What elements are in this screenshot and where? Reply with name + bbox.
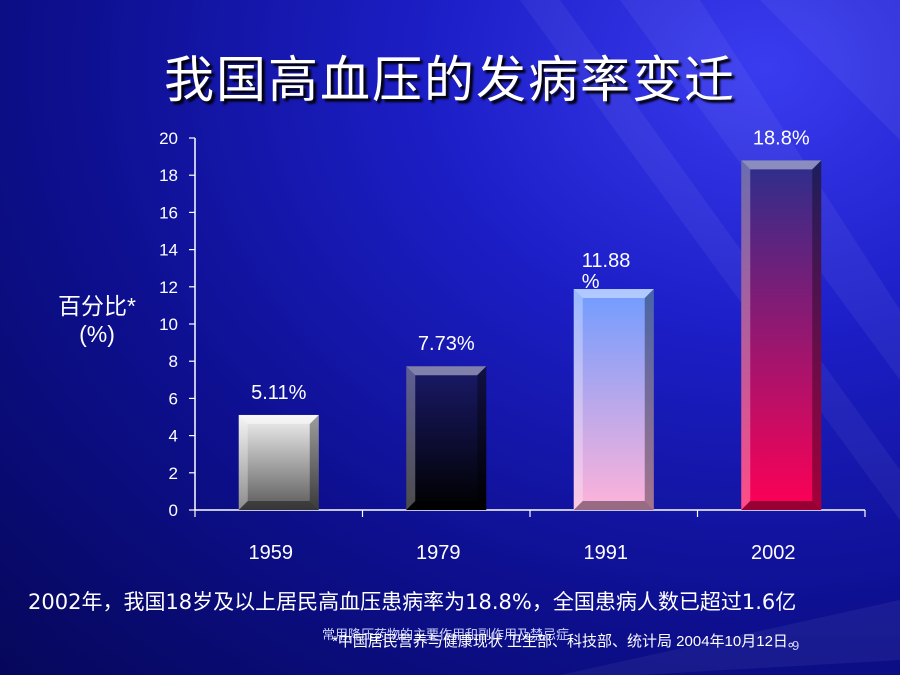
bar-1959	[238, 414, 319, 510]
bar-face	[406, 366, 487, 510]
y-tick-label: 16	[159, 203, 178, 222]
footer-overlay-text: 常用降压药物的主要作用和副作用及禁忌症	[322, 627, 570, 642]
x-category-label-1991: 1991	[584, 542, 629, 564]
y-tick-label: 4	[169, 427, 178, 446]
x-category-label-1959: 1959	[249, 542, 294, 564]
bar-face	[238, 414, 319, 510]
y-axis-label: 百分比* (%)	[52, 292, 142, 348]
bar-bevel-right	[644, 289, 654, 510]
x-category-label-1979: 1979	[416, 542, 461, 564]
slide-number: 9	[792, 638, 800, 653]
bar-bevel-bottom	[406, 501, 487, 510]
y-tick-label: 12	[159, 278, 178, 297]
bar-2002	[741, 160, 822, 510]
bar-1979	[406, 366, 487, 510]
bar-bevel-right	[812, 160, 822, 510]
bar-bevel-bottom	[238, 501, 319, 510]
bar-bevel-bottom	[573, 501, 654, 510]
bar-bevel-top	[741, 160, 822, 170]
y-tick-label: 6	[169, 389, 178, 408]
bar-bevel-top	[406, 366, 487, 376]
data-label-2002: 18.8%	[753, 127, 810, 149]
footer-source: *中国居民营养与健康现状 卫生部、科技部、统计局 2004年10月12日。	[332, 633, 803, 650]
y-tick-label: 14	[159, 241, 178, 260]
data-label-1959: 5.11%	[251, 382, 306, 404]
y-tick-label: 0	[169, 501, 178, 520]
y-tick-label: 8	[169, 352, 178, 371]
bar-bevel-left	[238, 414, 248, 510]
bar-face	[741, 160, 822, 510]
bar-bevel-right	[309, 414, 319, 510]
y-tick-label: 10	[159, 315, 178, 334]
x-category-label-2002: 2002	[751, 542, 796, 564]
data-label-1991: 11.88	[582, 250, 631, 272]
bar-bevel-top	[573, 289, 654, 299]
bar-bevel-left	[406, 366, 416, 510]
y-axis-label-line1: 百分比*	[58, 293, 136, 319]
slide-title: 我国高血压的发病率变迁	[164, 51, 736, 109]
bar-bevel-top	[238, 414, 319, 424]
bar-bevel-left	[741, 160, 751, 510]
bar-bevel-right	[477, 366, 487, 510]
caption-text: 2002年，我国18岁及以上居民高血压患病率为18.8%，全国患病人数已超过1.…	[28, 590, 797, 614]
data-label-1979: 7.73%	[418, 333, 475, 355]
y-axis-label-line2: (%)	[79, 321, 115, 347]
bar-1991	[573, 289, 654, 510]
y-tick-label: 18	[159, 166, 178, 185]
data-label-1991-unit: %	[582, 271, 600, 293]
bar-bevel-bottom	[741, 501, 822, 510]
bar-face	[573, 289, 654, 510]
bar-bevel-left	[573, 289, 583, 510]
y-tick-label: 2	[169, 464, 178, 483]
y-tick-label: 20	[159, 129, 178, 148]
